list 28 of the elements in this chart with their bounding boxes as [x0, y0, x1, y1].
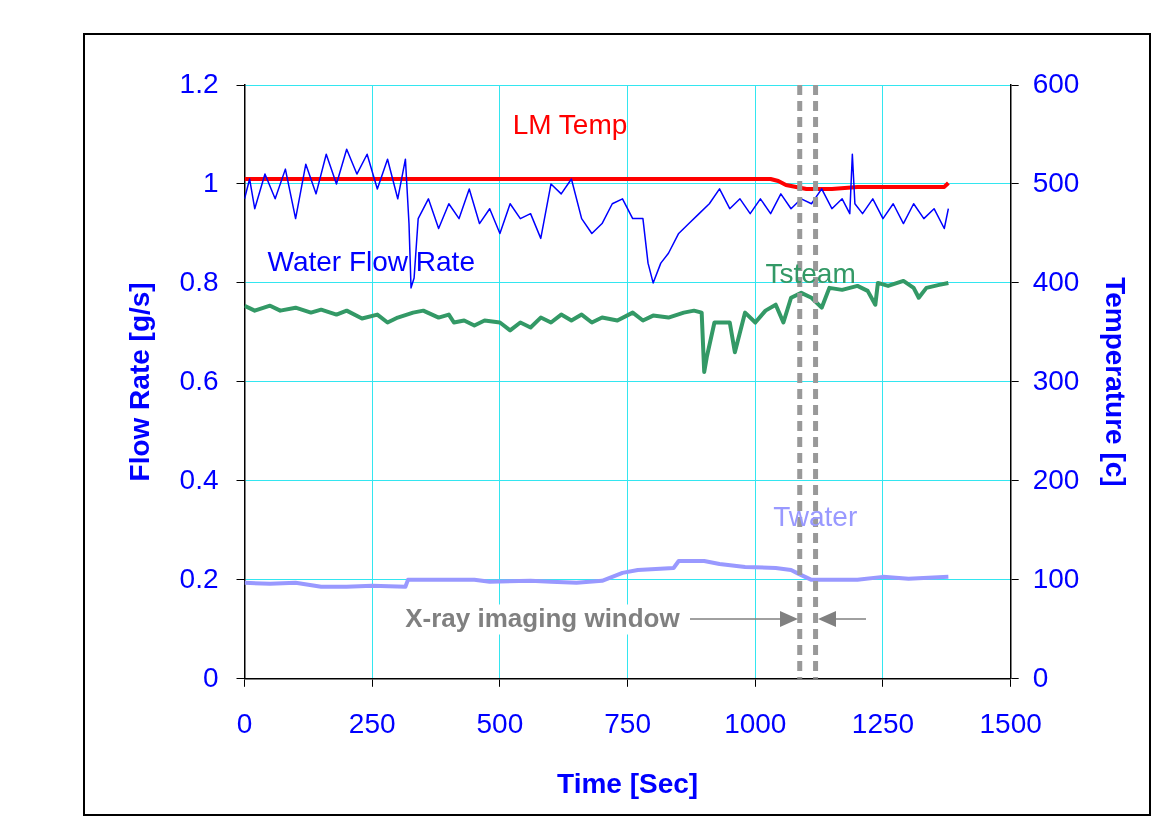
series-label: LM Temp	[512, 109, 628, 141]
y-tick-label: 0.8	[179, 265, 219, 297]
y2-tick-label: 500	[1032, 166, 1080, 198]
ref-line-label: X-ray imaging window	[405, 602, 681, 633]
x-tick-label: 250	[348, 708, 396, 740]
y2-axis-title: Temperature [c]	[1100, 277, 1132, 487]
x-tick-label: 500	[476, 708, 524, 740]
x-tick-label: 0	[236, 708, 253, 740]
x-tick-label: 750	[604, 708, 651, 740]
y-tick-label: 1.2	[179, 67, 219, 99]
y-tick-label: 0.6	[179, 364, 219, 396]
y-tick-label: 1	[202, 166, 219, 198]
x-axis-title: Time [Sec]	[557, 767, 699, 799]
y2-tick-label: 100	[1032, 562, 1080, 594]
y-axis-title: Flow Rate [g/s]	[123, 282, 155, 482]
y2-tick-label: 300	[1032, 364, 1080, 396]
x-tick-label: 1250	[851, 708, 915, 740]
x-tick-label: 1500	[979, 708, 1042, 740]
y2-tick-label: 200	[1032, 463, 1080, 495]
y-tick-label: 0	[202, 661, 219, 693]
series-label: Tsteam	[765, 257, 856, 289]
y2-tick-label: 600	[1032, 67, 1080, 99]
y-tick-label: 0.2	[179, 562, 219, 594]
x-tick-label: 1000	[724, 708, 787, 740]
y2-tick-label: 0	[1032, 661, 1049, 693]
y-tick-label: 0.4	[179, 463, 219, 495]
y2-tick-label: 400	[1032, 265, 1080, 297]
series-label: Twater	[773, 501, 858, 533]
